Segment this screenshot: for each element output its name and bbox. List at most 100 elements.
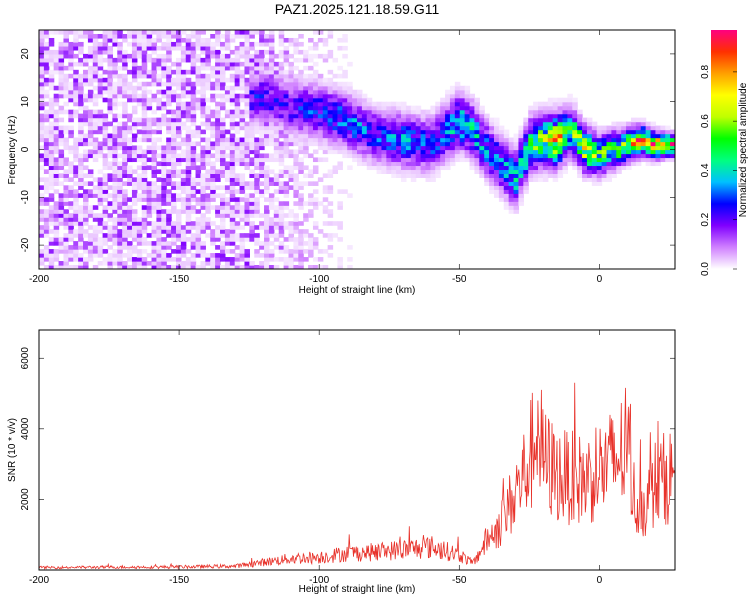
heatmap-cell xyxy=(83,133,89,139)
heatmap-cell xyxy=(205,73,211,79)
x-tick-label: -100 xyxy=(309,274,329,285)
heatmap-cell xyxy=(205,173,211,178)
heatmap-cell xyxy=(239,205,246,210)
heatmap-cell xyxy=(146,45,153,51)
heatmap-cell xyxy=(239,173,246,178)
heatmap-cell xyxy=(440,141,446,147)
heatmap-cell xyxy=(484,161,490,167)
heatmap-cell xyxy=(97,169,104,174)
heatmap-cell xyxy=(347,85,353,91)
heatmap-cell xyxy=(533,105,539,111)
heatmap-cell xyxy=(63,145,69,151)
heatmap-cell xyxy=(596,145,603,151)
heatmap-cell xyxy=(268,69,275,75)
heatmap-cell xyxy=(73,77,79,83)
heatmap-cell xyxy=(508,157,515,163)
heatmap-cell xyxy=(58,249,65,254)
heatmap-cell xyxy=(78,105,84,111)
bottom-x-axis: -200 -150 -100 -50 0 xyxy=(29,330,603,586)
heatmap-cell xyxy=(229,61,236,67)
heatmap-cell xyxy=(127,169,133,174)
heatmap-cell xyxy=(141,41,148,47)
heatmap-cell xyxy=(175,237,182,242)
heatmap-cell xyxy=(489,189,495,194)
heatmap-cell xyxy=(288,117,294,123)
heatmap-cell xyxy=(156,61,162,67)
heatmap-cell xyxy=(435,113,441,119)
heatmap-cell xyxy=(171,237,177,242)
heatmap-cell xyxy=(146,221,153,226)
heatmap-cell xyxy=(175,129,182,135)
heatmap-cell xyxy=(215,69,221,75)
heatmap-cell xyxy=(293,257,299,262)
heatmap-cell xyxy=(166,53,172,59)
heatmap-cell xyxy=(670,129,675,135)
heatmap-cell xyxy=(141,85,148,91)
heatmap-cell xyxy=(665,157,671,163)
heatmap-cell xyxy=(562,125,568,131)
heatmap-cell xyxy=(39,209,45,214)
heatmap-cell xyxy=(293,49,299,55)
heatmap-cell xyxy=(87,89,94,95)
heatmap-cell xyxy=(175,117,182,123)
heatmap-cell xyxy=(122,133,128,139)
heatmap-cell xyxy=(48,161,55,167)
heatmap-cell xyxy=(92,145,99,151)
heatmap-cell xyxy=(606,161,612,167)
heatmap-cell xyxy=(259,261,265,266)
heatmap-cell xyxy=(195,225,202,230)
heatmap-cell xyxy=(268,121,275,127)
heatmap-cell xyxy=(288,233,294,238)
heatmap-cell xyxy=(92,229,99,234)
heatmap-cell xyxy=(224,173,231,178)
heatmap-cell xyxy=(322,141,329,147)
heatmap-cell xyxy=(586,141,593,147)
heatmap-cell xyxy=(312,101,319,107)
heatmap-cell xyxy=(557,125,564,131)
heatmap-cell xyxy=(244,205,250,210)
heatmap-cell xyxy=(200,49,206,55)
heatmap-cell xyxy=(244,57,250,63)
heatmap-cell xyxy=(48,125,55,131)
heatmap-cell xyxy=(205,261,211,266)
heatmap-cell xyxy=(547,105,554,111)
heatmap-cell xyxy=(68,109,74,115)
heatmap-cell xyxy=(141,93,148,99)
heatmap-cell xyxy=(312,237,319,242)
heatmap-cell xyxy=(469,101,476,107)
heatmap-cell xyxy=(523,125,529,131)
heatmap-cell xyxy=(254,93,260,99)
heatmap-cell xyxy=(175,225,182,230)
heatmap-cell xyxy=(621,145,627,151)
heatmap-cell xyxy=(224,229,231,234)
heatmap-cell xyxy=(273,197,280,202)
heatmap-cell xyxy=(616,153,622,159)
heatmap-cell xyxy=(58,205,65,210)
heatmap-cell xyxy=(112,253,118,258)
heatmap-cell xyxy=(39,225,45,230)
heatmap-cell xyxy=(332,117,339,123)
heatmap-cell xyxy=(205,257,211,262)
heatmap-cell xyxy=(391,121,397,127)
heatmap-cell xyxy=(405,145,412,151)
heatmap-cell xyxy=(244,41,250,47)
heatmap-cell xyxy=(215,153,221,159)
heatmap-cell xyxy=(293,101,299,107)
heatmap-cell xyxy=(347,133,353,139)
heatmap-cell xyxy=(180,205,187,210)
heatmap-cell xyxy=(190,245,197,250)
heatmap-cell xyxy=(141,261,148,266)
heatmap-cell xyxy=(239,249,246,254)
heatmap-cell xyxy=(670,157,675,163)
heatmap-cell xyxy=(264,85,270,91)
heatmap-cell xyxy=(166,30,172,35)
heatmap-cell xyxy=(131,117,138,123)
heatmap-cell xyxy=(371,121,378,127)
heatmap-cell xyxy=(122,221,128,226)
heatmap-cell xyxy=(459,145,466,151)
heatmap-cell xyxy=(528,121,534,127)
heatmap-cell xyxy=(562,141,568,147)
heatmap-cell xyxy=(273,65,280,71)
heatmap-cell xyxy=(195,41,202,47)
heatmap-cell xyxy=(141,37,148,43)
